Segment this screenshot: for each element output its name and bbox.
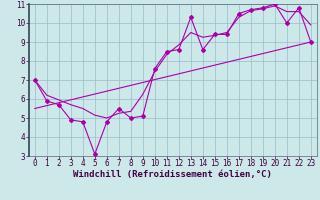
X-axis label: Windchill (Refroidissement éolien,°C): Windchill (Refroidissement éolien,°C) (73, 170, 272, 179)
